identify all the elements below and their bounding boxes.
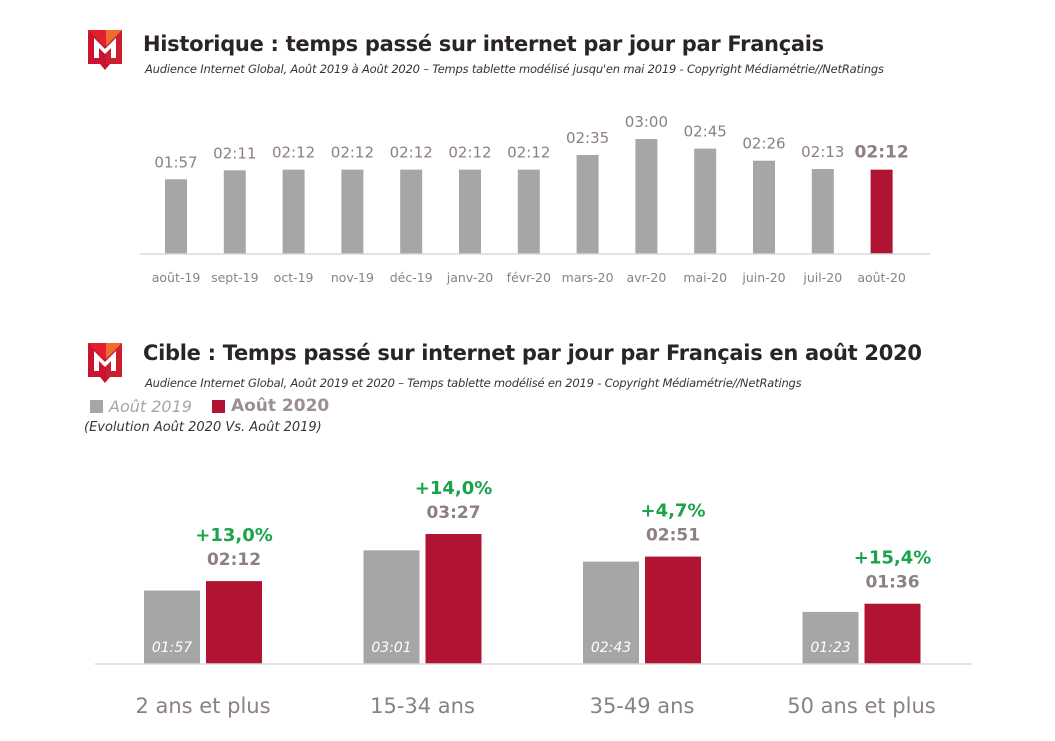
history-value-label: 02:12	[507, 144, 550, 162]
history-value-label: 01:57	[154, 153, 197, 171]
value-label-2019: 03:01	[371, 640, 411, 656]
category-label: 35-49 ans	[590, 694, 695, 718]
bar-2019	[144, 590, 200, 664]
history-x-tick: sept-19	[211, 270, 259, 285]
history-bar	[635, 139, 658, 254]
history-bar	[165, 179, 187, 254]
mediametrie-logo-icon	[88, 343, 122, 383]
section1-subtitle: Audience Internet Global, Août 2019 à Ao…	[145, 62, 884, 76]
bar-2020	[645, 556, 701, 664]
history-x-tick: avr-20	[626, 270, 666, 285]
bar-2019	[363, 550, 420, 664]
value-label-2020: 02:51	[646, 526, 700, 546]
section2-subtitle: Audience Internet Global, Août 2019 et 2…	[145, 376, 802, 390]
section2-title: Cible : Temps passé sur internet par jou…	[143, 341, 922, 365]
bar-2020	[206, 581, 262, 664]
section1-title: Historique : temps passé sur internet pa…	[143, 32, 824, 56]
history-value-label: 02:12	[448, 144, 491, 162]
legend-swatch-2019	[90, 399, 103, 413]
history-x-tick: août-20	[857, 270, 906, 285]
history-x-tick: févr-20	[507, 270, 551, 285]
bar-2020	[425, 534, 482, 664]
value-label-2019: 01:23	[810, 640, 850, 656]
history-x-tick: juil-20	[802, 270, 842, 285]
bar-2019	[802, 611, 859, 664]
history-bar	[341, 169, 364, 254]
value-label-2019: 01:57	[152, 640, 192, 656]
history-x-tick: nov-19	[331, 270, 374, 285]
history-bar	[811, 169, 834, 254]
history-value-label: 02:12	[331, 144, 374, 162]
history-bar	[517, 169, 540, 254]
history-x-tick: juin-20	[741, 270, 785, 285]
value-label-2020: 01:36	[865, 573, 919, 593]
history-bar	[459, 169, 481, 254]
category-label: 50 ans et plus	[787, 694, 935, 718]
history-x-tick: mars-20	[562, 270, 614, 285]
history-bar	[694, 148, 717, 254]
evolution-label: +14,0%	[415, 478, 493, 499]
history-value-label: 02:45	[684, 123, 727, 141]
history-x-tick: mai-20	[683, 270, 727, 285]
history-x-tick: janv-20	[446, 270, 494, 285]
history-value-label: 02:12	[390, 144, 433, 162]
category-label: 15-34 ans	[370, 694, 475, 718]
evolution-label: +15,4%	[854, 548, 932, 569]
history-bar	[576, 154, 599, 254]
bar-2019	[583, 561, 639, 664]
history-value-label: 02:11	[213, 144, 256, 162]
history-bar	[753, 160, 775, 254]
legend-label-2020: Août 2020	[230, 396, 330, 416]
history-x-tick: août-19	[152, 270, 201, 285]
value-label-2020: 03:27	[426, 503, 480, 523]
history-bar	[282, 169, 305, 254]
chart-legend: Août 2019 Août 2020	[90, 396, 329, 416]
mediametrie-logo-icon	[88, 30, 122, 70]
legend-label-2019: Août 2019	[109, 396, 192, 416]
value-label-2020: 02:12	[207, 550, 261, 570]
history-value-label: 02:35	[566, 129, 609, 147]
evolution-label: +4,7%	[640, 501, 705, 522]
history-value-label: 02:26	[742, 135, 785, 153]
history-bar	[870, 169, 893, 254]
history-value-label: 02:12	[855, 143, 909, 163]
history-value-label: 02:12	[272, 144, 315, 162]
bar-2020	[864, 603, 921, 664]
history-bar	[223, 170, 246, 254]
history-value-label: 02:13	[801, 143, 844, 161]
legend-swatch-2020	[211, 399, 225, 413]
history-bar	[400, 169, 423, 254]
evolution-label: +13,0%	[195, 525, 273, 546]
history-x-tick: déc-19	[390, 270, 433, 285]
history-chart: 01:57 02:11 02:12 02:12 02:12 02:12 02:12 02:35…	[140, 113, 930, 285]
evolution-note: (Evolution Août 2020 Vs. Août 2019)	[84, 420, 322, 435]
category-label: 2 ans et plus	[135, 694, 270, 718]
history-value-label: 03:00	[625, 113, 668, 131]
value-label-2019: 02:43	[591, 640, 631, 656]
history-x-tick: oct-19	[274, 270, 314, 285]
